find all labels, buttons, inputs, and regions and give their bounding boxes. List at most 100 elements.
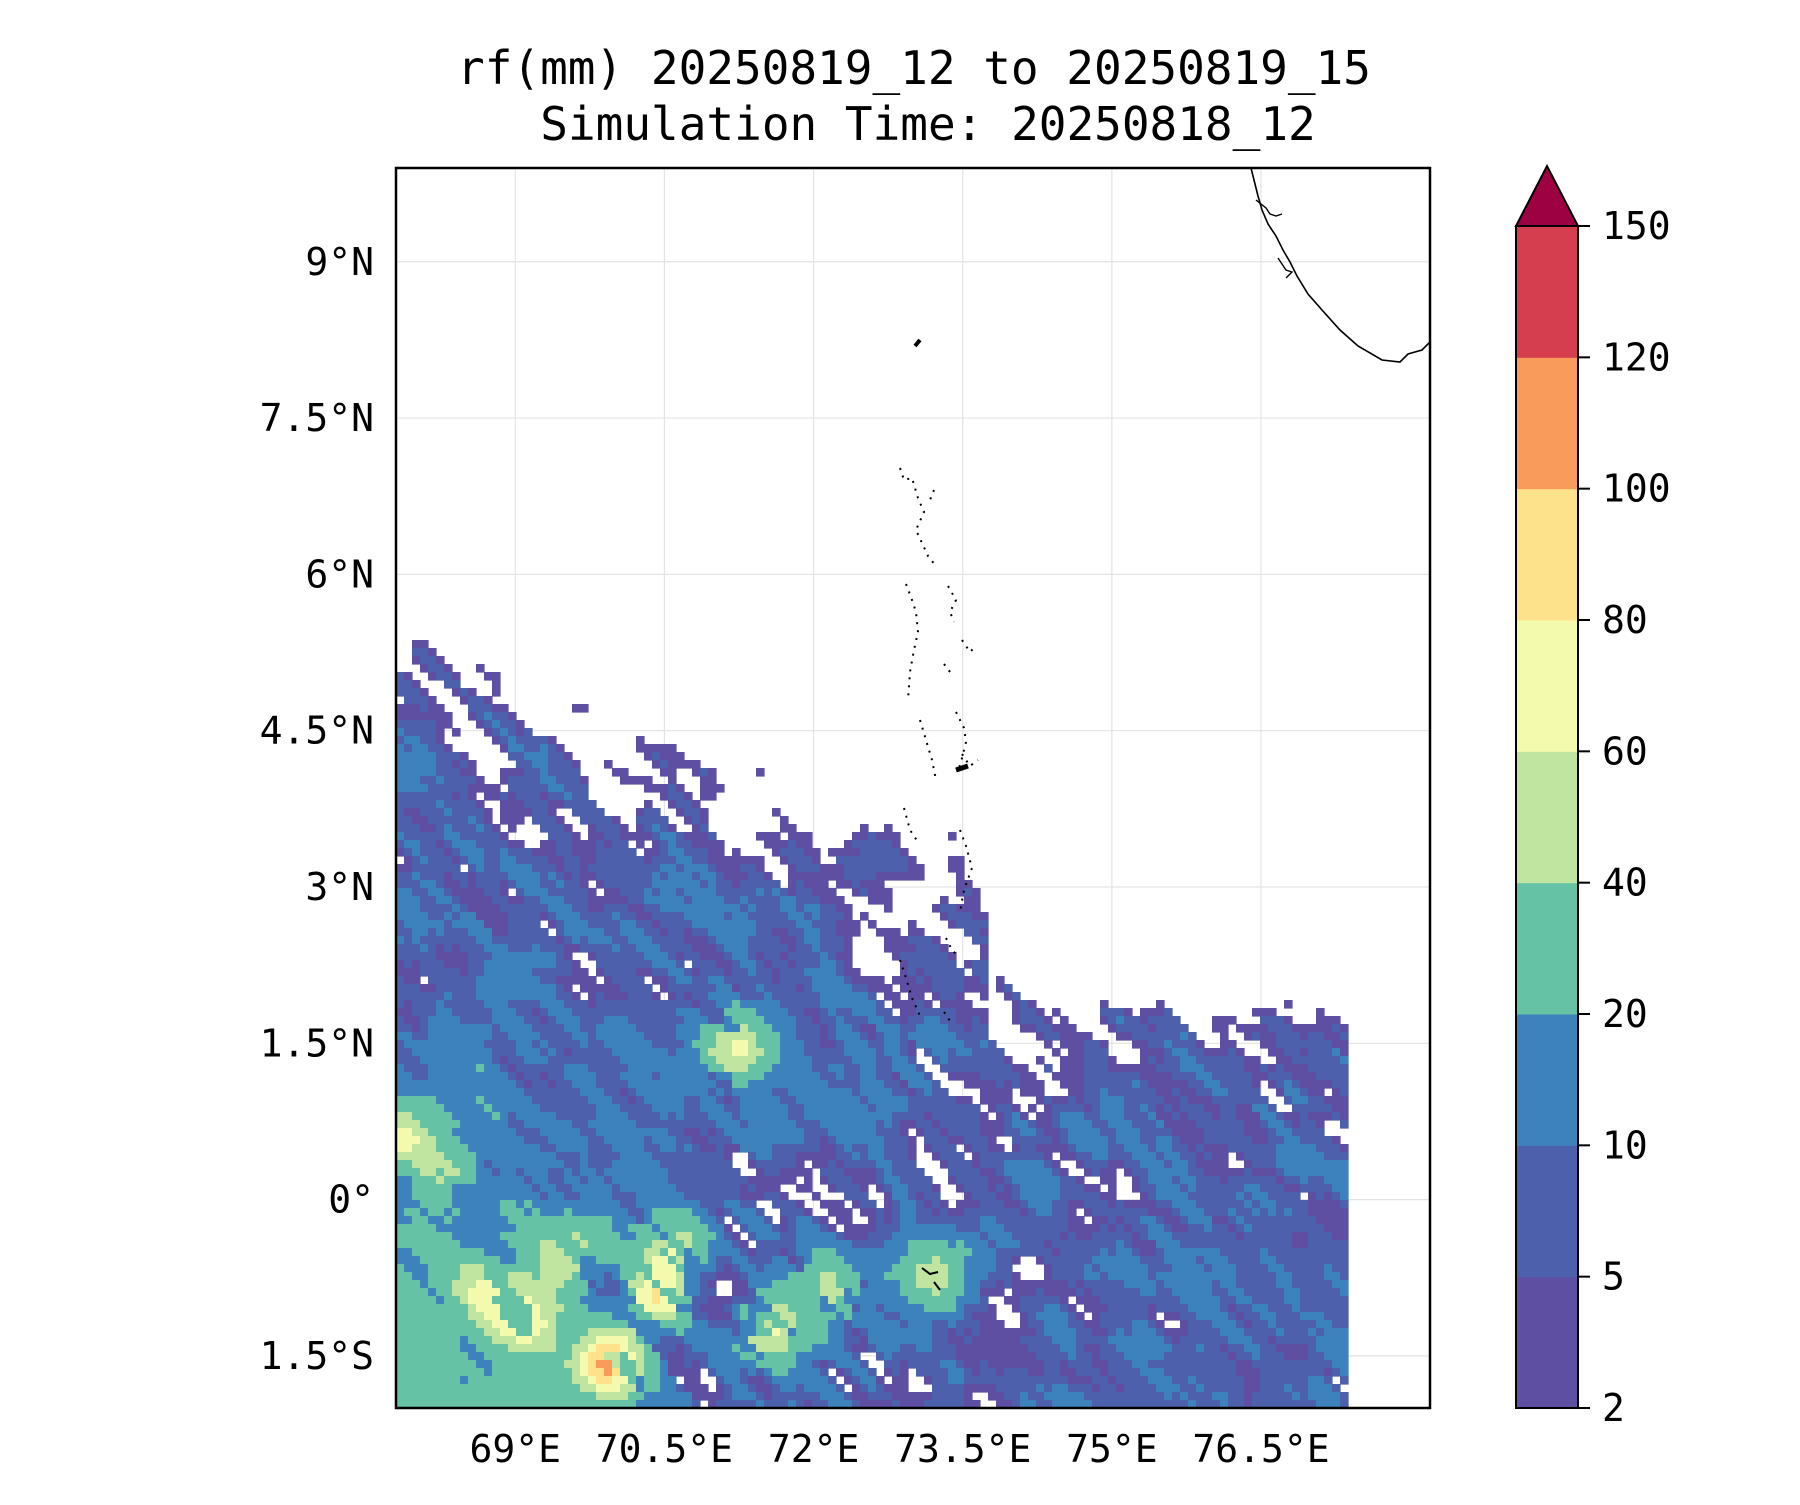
rain-cell <box>460 1224 469 1233</box>
rain-cell <box>996 984 1005 993</box>
rain-cell <box>956 1064 965 1073</box>
rain-cell <box>684 984 693 993</box>
rain-cell <box>428 1040 437 1049</box>
rain-cell <box>508 1184 517 1193</box>
rain-cell <box>548 904 557 913</box>
rain-cell <box>644 1160 653 1169</box>
rain-cell <box>444 872 453 881</box>
rain-cell <box>660 920 669 929</box>
rain-cell <box>508 1080 517 1089</box>
rain-cell <box>580 800 589 809</box>
rain-cell <box>644 952 653 961</box>
rain-cell <box>1204 1184 1213 1193</box>
rain-cell <box>636 1136 645 1145</box>
rain-cell <box>428 992 437 1001</box>
rain-cell <box>980 1200 989 1209</box>
rain-cell <box>980 944 989 953</box>
rain-cell <box>612 1032 621 1041</box>
rain-cell <box>1292 1064 1301 1073</box>
rain-cell <box>636 976 645 985</box>
rain-cell <box>972 1056 981 1065</box>
rain-cell <box>1316 1104 1325 1113</box>
rain-cell <box>468 1216 477 1225</box>
rain-cell <box>1036 1160 1045 1169</box>
rain-cell <box>884 1088 893 1097</box>
rain-cell <box>580 848 589 857</box>
rain-cell <box>460 1128 469 1137</box>
rain-cell <box>436 992 445 1001</box>
rain-cell <box>980 984 989 993</box>
rain-cell <box>780 1032 789 1041</box>
rain-cell <box>628 976 637 985</box>
rain-cell <box>1284 1224 1293 1233</box>
rain-cell <box>396 1112 405 1121</box>
rain-cell <box>1052 1176 1061 1185</box>
rain-cell <box>948 1160 957 1169</box>
rain-cell <box>620 912 629 921</box>
rain-cell <box>948 960 957 969</box>
rain-cell <box>884 1072 893 1081</box>
rain-cell <box>572 1120 581 1129</box>
rain-cell <box>404 1040 413 1049</box>
rain-cell <box>532 880 541 889</box>
rain-cell <box>628 1080 637 1089</box>
rain-cell <box>652 1160 661 1169</box>
rain-cell <box>804 1096 813 1105</box>
rain-cell <box>972 1128 981 1137</box>
rain-cell <box>492 1032 501 1041</box>
rain-cell <box>524 920 533 929</box>
rain-cell <box>596 1008 605 1017</box>
rain-cell <box>668 1008 677 1017</box>
rain-cell <box>660 976 669 985</box>
rain-cell <box>748 1024 757 1033</box>
rain-cell <box>1244 1160 1253 1169</box>
rain-cell <box>1116 1144 1125 1153</box>
rain-cell <box>836 928 845 937</box>
rain-cell <box>676 888 685 897</box>
rain-cell <box>548 800 557 809</box>
rain-cell <box>1228 1128 1237 1137</box>
rain-cell <box>404 992 413 1001</box>
rain-cell <box>1188 1048 1197 1057</box>
rain-cell <box>492 712 501 721</box>
rain-cell <box>612 848 621 857</box>
rain-cell <box>1116 1112 1125 1121</box>
rain-cell <box>1036 1016 1045 1025</box>
rain-cell <box>668 1128 677 1137</box>
rain-cell <box>972 1168 981 1177</box>
rain-cell <box>804 1112 813 1121</box>
rain-cell <box>812 1032 821 1041</box>
rain-cell <box>716 1096 725 1105</box>
rain-cell <box>508 1224 517 1233</box>
rain-cell <box>900 952 909 961</box>
rain-cell <box>556 1000 565 1009</box>
rain-cell <box>684 1000 693 1009</box>
rain-cell <box>780 1000 789 1009</box>
rain-cell <box>1316 1112 1325 1121</box>
rain-cell <box>508 1160 517 1169</box>
rain-cell <box>804 1008 813 1017</box>
rain-cell <box>892 1192 901 1201</box>
rain-cell <box>972 1184 981 1193</box>
rain-cell <box>684 1048 693 1057</box>
rain-cell <box>404 808 413 817</box>
rain-cell <box>804 1080 813 1089</box>
rain-cell <box>604 1144 613 1153</box>
rain-cell <box>1164 1128 1173 1137</box>
rain-cell <box>812 1224 821 1233</box>
rain-cell <box>708 1048 717 1057</box>
rain-cell <box>972 1120 981 1129</box>
rain-cell <box>748 1104 757 1113</box>
rain-cell <box>708 1056 717 1065</box>
rain-cell <box>988 1200 997 1209</box>
rain-cell <box>644 936 653 945</box>
rain-cell <box>620 1160 629 1169</box>
rain-cell <box>452 1080 461 1089</box>
rain-cell <box>412 1064 421 1073</box>
rain-cell <box>636 1208 645 1217</box>
rain-cell <box>772 1144 781 1153</box>
rain-cell <box>892 1096 901 1105</box>
rain-cell <box>588 920 597 929</box>
rain-cell <box>436 872 445 881</box>
rain-cell <box>588 1112 597 1121</box>
